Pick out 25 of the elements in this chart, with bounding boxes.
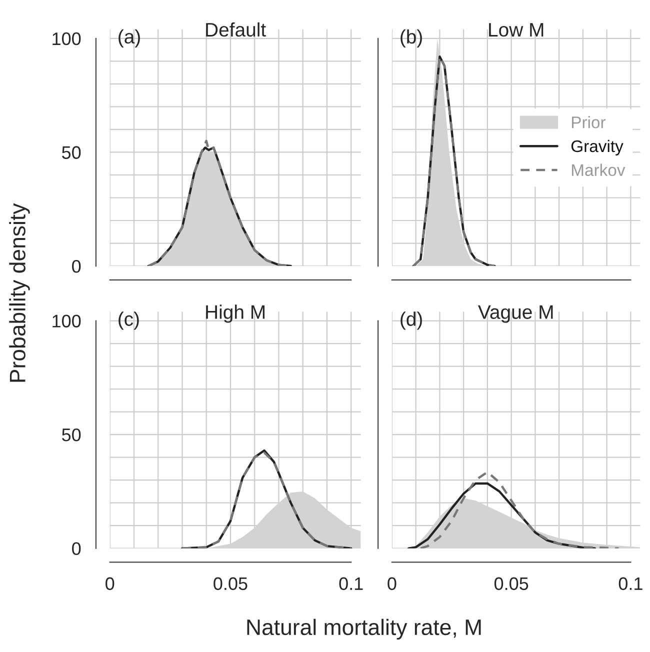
legend-label: Prior [572,116,606,128]
legend-label: Markov [572,164,626,176]
y-tick-label: 0 [72,260,81,273]
annotation: (d) [400,312,422,330]
annotation: (a) [118,29,140,48]
y-tick-label: 100 [52,314,81,328]
legend-label: Gravity [571,140,624,156]
chart-title: Vague M [478,305,553,323]
x-tick-label: 0.1 [339,577,363,590]
x-axis-title: Natural mortality rate, M [247,618,481,640]
x-tick-label: 0.05 [494,577,528,590]
x-tick-label: 0 [388,577,396,590]
y-tick-label: 50 [62,146,81,159]
x-tick-label: 0.1 [618,577,642,590]
y-tick-label: 0 [72,542,81,556]
chart-title: High M [206,304,264,323]
y-tick-label: 50 [62,428,81,442]
annotation: (c) [118,312,139,330]
y-axis-title: Probability density [9,203,30,382]
chart-title: Low M [489,23,544,37]
annotation: (b) [400,29,422,48]
chart-title: Default [206,22,266,37]
x-tick-label: 0.05 [214,577,248,590]
y-tick-label: 100 [52,32,81,46]
x-tick-label: 0 [106,577,114,590]
